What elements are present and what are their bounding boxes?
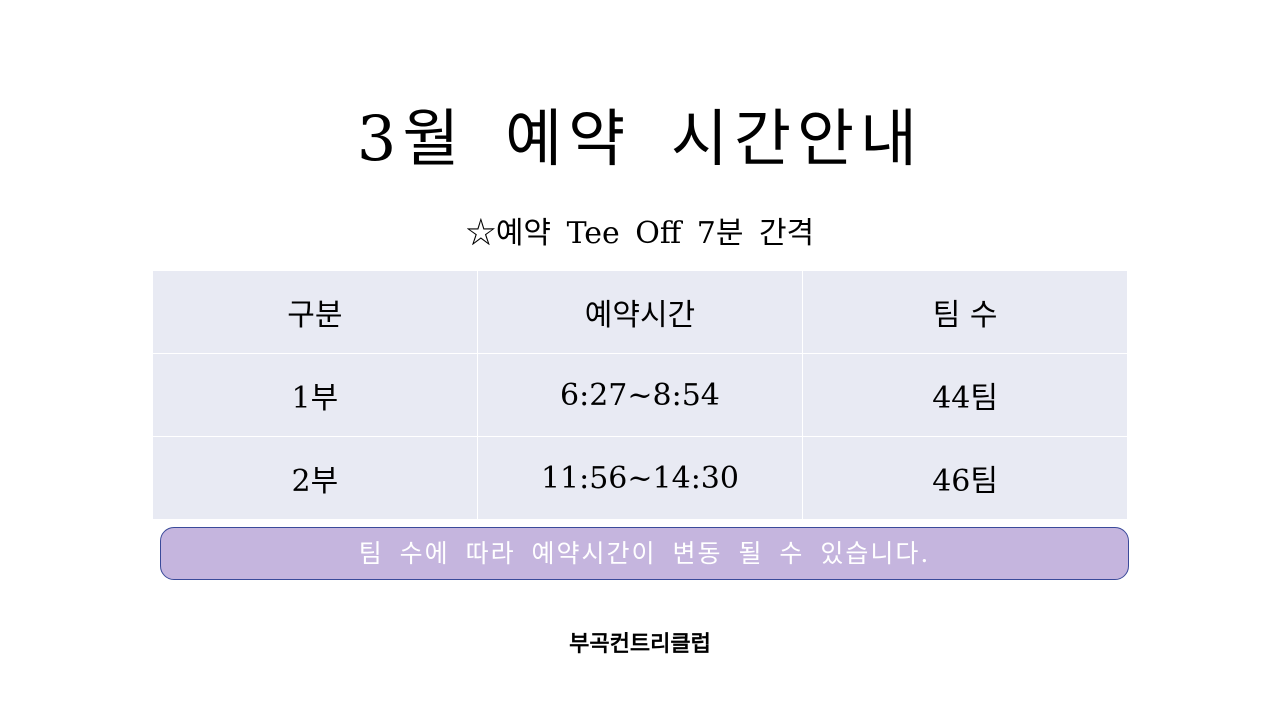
table-row: 2부 11:56~14:30 46팀: [152, 436, 1128, 520]
table-cell: 44팀: [802, 353, 1128, 437]
page-title: 3월 예약 시간안내: [356, 102, 924, 175]
header-cell: 구분: [152, 270, 478, 354]
table-cell: 2부: [152, 436, 478, 520]
header-cell: 예약시간: [476, 270, 804, 354]
table-row: 1부 6:27~8:54 44팀: [152, 353, 1128, 437]
table-cell: 1부: [152, 353, 478, 437]
subtitle: ☆예약 Tee Off 7분 간격: [465, 216, 815, 251]
notice-banner: 팀 수에 따라 예약시간이 변동 될 수 있습니다.: [160, 527, 1129, 580]
schedule-table: 구분 예약시간 팀 수 1부 6:27~8:54 44팀 2부 11:56~14…: [152, 270, 1128, 520]
table-cell: 6:27~8:54: [476, 353, 804, 437]
footer-club-name: 부곡컨트리클럽: [569, 631, 711, 657]
table-cell: 46팀: [802, 436, 1128, 520]
table-cell: 11:56~14:30: [476, 436, 804, 520]
header-cell: 팀 수: [802, 270, 1128, 354]
table-header-row: 구분 예약시간 팀 수: [152, 270, 1128, 354]
